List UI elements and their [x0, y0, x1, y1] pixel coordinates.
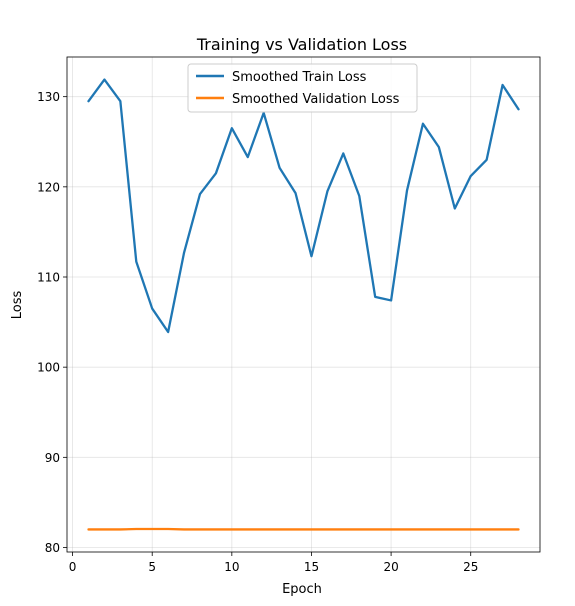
- y-tick-label: 100: [37, 361, 60, 375]
- grid: [67, 57, 540, 552]
- legend-label-validation: Smoothed Validation Loss: [232, 92, 400, 107]
- x-tick-label: 15: [304, 560, 319, 574]
- x-axis-label: Epoch: [282, 582, 322, 597]
- y-tick-label: 130: [37, 90, 60, 104]
- chart-title: Training vs Validation Loss: [196, 35, 407, 54]
- series-lines: [87, 78, 520, 531]
- legend-label-train: Smoothed Train Loss: [232, 70, 367, 85]
- y-tick-label: 80: [45, 541, 60, 555]
- y-axis-label: Loss: [10, 291, 25, 320]
- train-loss-line: [87, 78, 520, 334]
- y-tick-label: 120: [37, 180, 60, 194]
- y-tick-label: 110: [37, 271, 60, 285]
- axis-ticks: 0 5 10 15 20 25 80 90 100 110 120 130: [37, 90, 478, 574]
- x-tick-label: 0: [69, 560, 77, 574]
- plot-area-frame: [66, 56, 541, 553]
- x-tick-label: 20: [383, 560, 398, 574]
- x-tick-label: 10: [224, 560, 239, 574]
- legend: Smoothed Train Loss Smoothed Validation …: [187, 63, 418, 113]
- legend-box: [187, 63, 418, 113]
- x-tick-label: 5: [148, 560, 156, 574]
- x-tick-label: 25: [463, 560, 478, 574]
- y-tick-label: 90: [45, 451, 60, 465]
